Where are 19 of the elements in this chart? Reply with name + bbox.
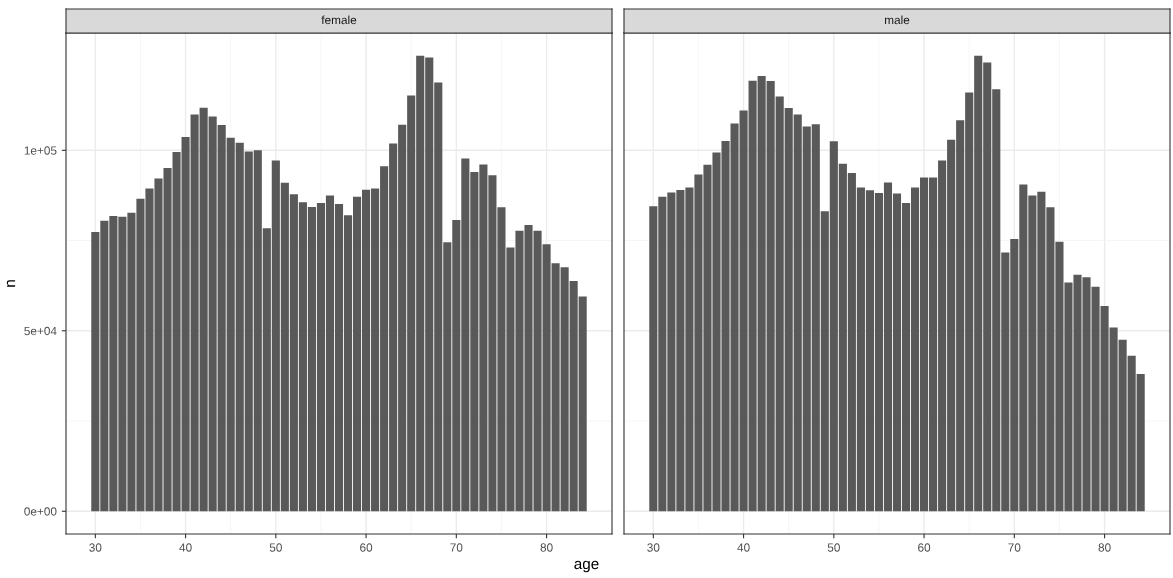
chart-title: male <box>884 15 910 25</box>
y-tick-label: 0e+00 <box>24 507 57 516</box>
x-tick-label: 70 <box>450 543 463 552</box>
x-tick-label: 70 <box>1008 543 1021 552</box>
x-tick-label: 50 <box>827 543 840 552</box>
x-tick-label: 40 <box>179 543 192 552</box>
x-tick-label: 40 <box>737 543 750 552</box>
x-tick-label: 30 <box>89 543 102 552</box>
chart-title: female <box>321 15 357 25</box>
y-axis-title: n <box>6 280 16 287</box>
x-tick-label: 60 <box>360 543 373 552</box>
y-tick-label: 5e+04 <box>24 326 57 336</box>
x-axis-title: age <box>574 560 599 573</box>
x-tick-label: 60 <box>918 543 931 552</box>
y-tick-label: 1e+05 <box>24 146 57 155</box>
x-tick-label: 80 <box>540 543 553 552</box>
x-tick-label: 80 <box>1098 543 1111 552</box>
x-tick-label: 50 <box>269 543 282 552</box>
x-tick-label: 30 <box>647 543 660 552</box>
